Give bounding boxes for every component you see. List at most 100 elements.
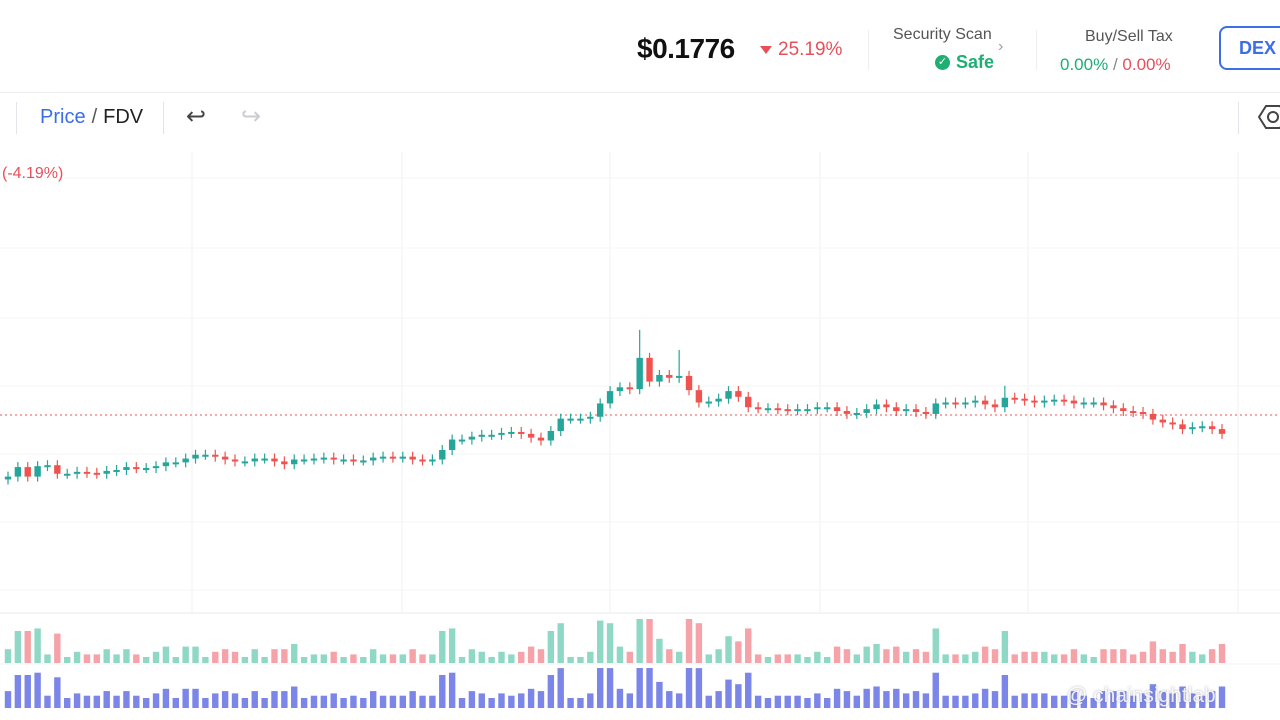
candle-body — [902, 409, 910, 412]
volume-bar-secondary — [873, 686, 880, 708]
candle-body — [873, 404, 880, 410]
volume-bar — [448, 628, 456, 663]
volume-bar-secondary — [616, 688, 624, 708]
volume-bar — [103, 649, 110, 663]
volume-bar — [133, 654, 140, 663]
candle-body — [123, 467, 130, 470]
candle-body — [814, 407, 821, 410]
volume-bar-secondary — [1208, 691, 1216, 708]
candle-body — [626, 387, 634, 390]
volume-bar — [1199, 654, 1206, 663]
candle-body — [1070, 400, 1078, 404]
candle-body — [14, 467, 22, 477]
volume-bar — [814, 651, 821, 663]
candle-body — [981, 400, 989, 405]
volume-bar — [883, 649, 890, 663]
candle-body — [557, 418, 564, 431]
volume-bar — [745, 628, 752, 663]
volume-bar-secondary — [656, 681, 663, 708]
volume-bar — [1139, 651, 1147, 663]
volume-bar-secondary — [300, 698, 308, 708]
volume-bar — [1110, 649, 1117, 663]
price-toggle[interactable]: Price — [40, 106, 86, 128]
candle-body — [764, 408, 772, 411]
volume-bar-secondary — [646, 668, 653, 708]
volume-bar-secondary — [1159, 691, 1166, 708]
volume-bar — [142, 657, 150, 663]
volume-bar-secondary — [754, 695, 762, 708]
redo-icon[interactable]: ↪ — [241, 103, 262, 130]
volume-bar — [1041, 651, 1048, 663]
volume-bar-secondary — [972, 693, 979, 708]
volume-bar-secondary — [1120, 691, 1127, 708]
toolbar-divider — [163, 102, 164, 134]
volume-bar-secondary — [399, 695, 406, 708]
volume-bar — [675, 651, 683, 663]
volume-bar — [241, 657, 249, 663]
candle-body — [488, 434, 495, 437]
candle-body — [498, 432, 505, 435]
volume-bar — [1080, 654, 1088, 663]
volume-bar-secondary — [162, 688, 170, 708]
volume-bar — [991, 649, 999, 663]
volume-bar — [942, 654, 949, 663]
candle-body — [192, 454, 199, 459]
candle-body — [1100, 402, 1107, 406]
tax-values: 0.00% / 0.00% — [1060, 55, 1171, 75]
volume-bar — [794, 654, 801, 663]
chevron-right-icon[interactable]: › — [998, 38, 1004, 55]
tax-separator: / — [1112, 55, 1118, 74]
volume-bar-secondary — [784, 695, 791, 708]
candle-body — [646, 357, 653, 382]
volume-bar — [83, 654, 91, 663]
volume-bar-secondary — [468, 691, 476, 708]
settings-icon[interactable] — [1258, 104, 1280, 130]
volume-bar-secondary — [981, 688, 989, 708]
volume-bar — [1120, 649, 1127, 663]
volume-bar-secondary — [113, 695, 120, 708]
candle-body — [478, 434, 485, 437]
security-scan-title[interactable]: Security Scan — [893, 26, 992, 43]
volume-bar-secondary — [626, 693, 634, 708]
candle-body — [527, 433, 535, 438]
candle-body — [1021, 398, 1028, 401]
volume-bar — [587, 651, 594, 663]
candle-body — [725, 391, 732, 399]
volume-bar-secondary — [360, 698, 367, 708]
volume-bar — [389, 654, 397, 663]
volume-bar-secondary — [1139, 693, 1147, 708]
down-triangle-icon — [760, 46, 772, 54]
candle-body — [310, 458, 318, 461]
candle-body — [587, 416, 594, 419]
volume-bar-secondary — [715, 691, 722, 708]
volume-bar-secondary — [369, 691, 377, 708]
candle-body — [1159, 419, 1166, 423]
volume-bar — [547, 631, 555, 663]
volume-bar-secondary — [458, 698, 466, 708]
toggle-separator: / — [91, 106, 98, 128]
dex-button[interactable]: DEX I — [1219, 26, 1280, 70]
candle-body — [73, 471, 81, 474]
candle-body — [399, 456, 406, 459]
price-chart[interactable] — [0, 144, 1280, 720]
fdv-toggle[interactable]: FDV — [103, 106, 144, 128]
volume-bar — [488, 657, 495, 663]
volume-bar-secondary — [1090, 698, 1097, 708]
candle-body — [231, 459, 239, 462]
candle-body — [113, 469, 120, 472]
security-status[interactable]: ✓ Safe — [935, 52, 994, 73]
candle-body — [448, 439, 456, 450]
price-fdv-toggle[interactable]: Price / FDV — [40, 106, 143, 129]
candle-body — [705, 401, 712, 404]
candle-body — [794, 409, 801, 412]
volume-bar — [833, 646, 841, 663]
candle-body — [152, 466, 160, 469]
candle-body — [360, 460, 367, 463]
volume-bar — [360, 657, 367, 663]
volume-bar — [893, 646, 900, 663]
volume-bar-secondary — [991, 691, 999, 708]
candle-body — [182, 458, 189, 463]
volume-bar-secondary — [261, 698, 268, 708]
undo-icon[interactable]: ↩ — [186, 103, 207, 130]
candle-body — [1001, 397, 1009, 408]
